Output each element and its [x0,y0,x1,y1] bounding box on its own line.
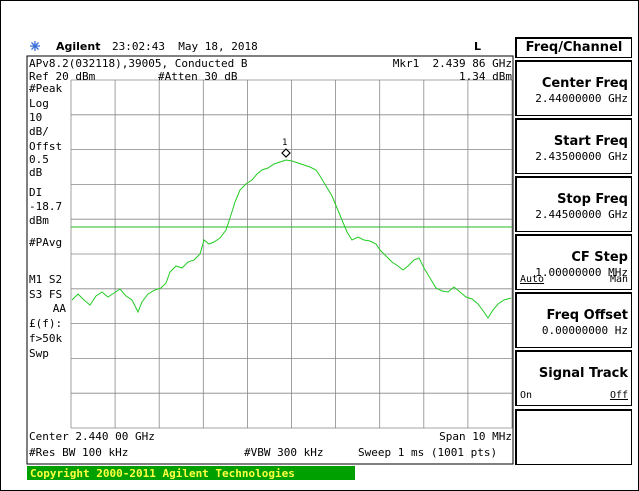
softkey-option: On [520,390,533,401]
mode: L [474,40,482,53]
side-label: M1 S2 [29,273,63,286]
softkey-label: Stop Freq [557,192,628,207]
softkey-label: CF Step [571,250,628,265]
sweep: Sweep 1 ms (1001 pts) [358,446,498,459]
side-label: Swp [29,347,49,360]
menu-title: Freq/Channel [515,37,632,58]
trace [71,159,512,319]
side-label: dB/ [29,125,49,138]
rbw: #Res BW 100 kHz [29,446,129,459]
brand: Agilent [56,40,101,53]
softkey[interactable]: Freq Offset 0.00000000 Hz [515,292,632,348]
softkey[interactable]: CF Step 1.00000000 MHz Auto Man [515,234,632,290]
marker-label: 1 [282,138,288,148]
softkey-value: 2.43500000 GHz [535,150,628,163]
side-label: AA [52,302,66,315]
softkey-value: 0.00000000 Hz [541,324,628,337]
asterisk-icon [30,41,40,51]
side-label: #PAvg [29,236,63,249]
softkey-option: Off [609,390,628,401]
softkey[interactable]: Start Freq 2.43500000 GHz [515,118,632,174]
side-label: dB [29,166,43,179]
side-label: dBm [29,214,49,227]
softkey-value: 2.44000000 GHz [535,92,628,105]
softkey[interactable]: Stop Freq 2.44500000 GHz [515,176,632,232]
softkey-value: 1.00000000 MHz [535,266,628,279]
softkey-label: Freq Offset [546,308,628,323]
side-label: #Peak [29,82,63,95]
softkey-label: Start Freq [553,134,628,149]
ref-level: Ref 20 dBm [29,70,96,83]
side-label: 10 [29,111,43,124]
screen-border [26,55,514,465]
softkey[interactable]: Signal Track On Off [515,350,632,406]
center-freq: Center 2.440 00 GHz [29,430,155,443]
side-label: Log [29,97,49,110]
vbw: #VBW 300 kHz [244,446,324,459]
softkey-empty[interactable] [515,409,632,465]
side-label: Offst [29,140,63,153]
copyright-bar [27,466,355,480]
softkey-option: Auto [520,274,545,285]
softkey-value: 2.44500000 GHz [535,208,628,221]
softkey-option: Man [609,274,628,285]
copyright: Copyright 2000-2011 Agilent Technologies [30,467,295,480]
info-line: APv8.2(032118),39005, Conducted B [29,57,248,70]
softkey-label: Center Freq [541,76,628,91]
side-label: £(f): [29,317,63,330]
attenuation: #Atten 30 dB [158,70,238,83]
marker-level: 1.34 dBm [459,70,512,83]
softkey[interactable]: Center Freq 2.44000000 GHz [515,60,632,116]
datetime: 23:02:43 May 18, 2018 [112,40,258,53]
side-label: S3 FS [29,288,63,301]
marker-readout: Mkr1 2.439 86 GHz [392,57,512,70]
graticule [70,79,513,429]
side-label: DI [29,186,43,199]
softkey-label: Signal Track [538,366,628,381]
side-label: f>50k [29,332,63,345]
span: Span 10 MHz [439,430,512,443]
marker [281,148,291,158]
side-label: 0.5 [29,153,49,166]
side-label: -18.7 [29,200,63,213]
